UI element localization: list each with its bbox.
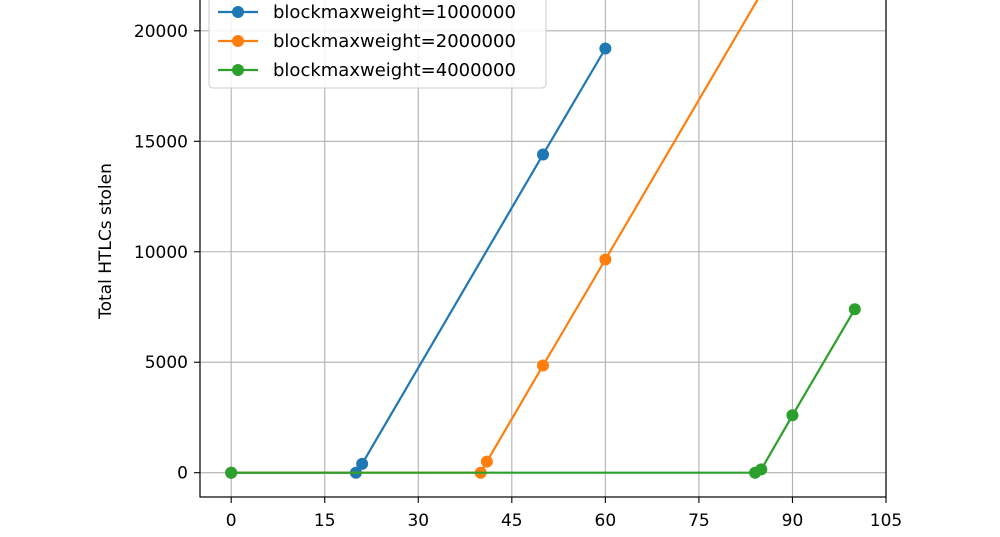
y-tick-label: 10000	[134, 243, 188, 263]
data-point	[755, 463, 768, 476]
x-tick-label: 90	[782, 511, 804, 531]
series-3	[225, 303, 861, 479]
x-tick-label: 45	[501, 511, 523, 531]
data-point	[537, 148, 549, 161]
legend-label: blockmaxweight=1000000	[273, 2, 516, 23]
legend-item: blockmaxweight=1000000	[218, 2, 516, 23]
data-point	[537, 359, 549, 372]
x-tick-label: 0	[226, 511, 237, 531]
data-point	[599, 253, 612, 266]
x-tick-label: 105	[870, 511, 902, 531]
y-tick-label: 0	[177, 464, 188, 484]
legend-marker	[232, 64, 244, 76]
y-tick-label: 5000	[145, 353, 188, 373]
axis-ticks: 0 15 30 45 60 75 90 105 0 5000 10000 15000 20000	[134, 22, 902, 531]
legend-label: blockmaxweight=2000000	[273, 31, 516, 52]
x-tick-label: 15	[314, 511, 336, 531]
x-tick-label: 30	[407, 511, 429, 531]
legend: blockmaxweight=1000000 blockmaxweight=200…	[208, 0, 547, 89]
y-tick-label: 20000	[134, 22, 188, 42]
data-point	[848, 303, 861, 316]
legend-marker	[232, 6, 244, 18]
data-point	[356, 457, 369, 470]
data-point	[225, 466, 238, 479]
legend-box	[208, 0, 547, 89]
x-tick-label: 60	[595, 511, 617, 531]
y-tick-label: 15000	[134, 132, 188, 152]
data-point	[786, 409, 799, 422]
plot-frame	[199, 0, 887, 498]
legend-item: blockmaxweight=4000000	[218, 60, 516, 81]
legend-item: blockmaxweight=2000000	[218, 31, 516, 52]
legend-label: blockmaxweight=4000000	[273, 60, 516, 81]
x-tick-label: 75	[688, 511, 710, 531]
series-layer	[225, 0, 861, 479]
data-point	[599, 42, 612, 55]
legend-marker	[232, 35, 244, 47]
data-point	[480, 455, 493, 468]
y-axis-label: Total HTLCs stolen	[96, 163, 116, 320]
